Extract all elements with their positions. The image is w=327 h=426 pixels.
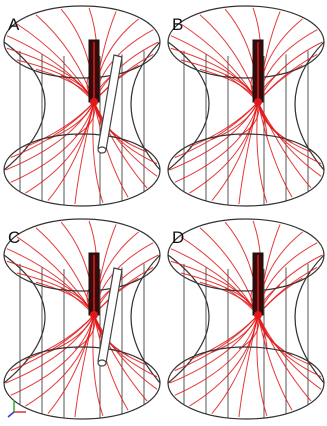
panel-label: C [8, 228, 20, 247]
page: ABCD (() => { const data = JSON.parse(do… [0, 0, 327, 426]
hub [254, 98, 262, 106]
probe-tip [98, 147, 106, 153]
panel-label: D [172, 228, 184, 247]
figure: A B C D [0, 0, 327, 426]
panel-label: B [172, 15, 183, 34]
hub [90, 98, 98, 106]
hub [254, 311, 262, 319]
probe-tip [98, 360, 106, 366]
hub [90, 311, 98, 319]
panel-label: A [8, 15, 20, 34]
